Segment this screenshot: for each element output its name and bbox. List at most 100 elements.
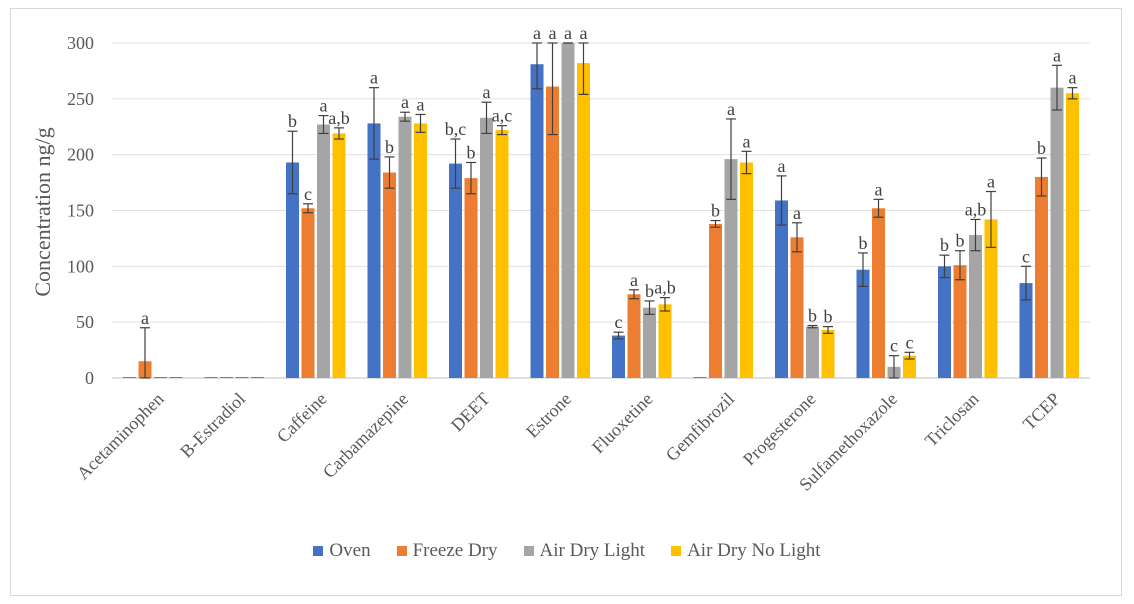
significance-label: a bbox=[141, 308, 149, 328]
bar bbox=[317, 124, 330, 379]
y-axis-title: Concentration ng/g bbox=[30, 127, 55, 296]
bar bbox=[398, 116, 412, 378]
category-label: Caffeine bbox=[273, 389, 331, 447]
significance-label: b bbox=[824, 307, 833, 327]
significance-label: b bbox=[288, 111, 297, 131]
legend-item: Air Dry No Light bbox=[671, 540, 821, 562]
significance-label: c bbox=[906, 332, 914, 352]
legend-item: Air Dry Light bbox=[523, 540, 646, 562]
gridlines bbox=[112, 42, 1090, 379]
legend-item: Oven bbox=[313, 540, 371, 562]
bar bbox=[872, 208, 885, 378]
significance-label: a bbox=[727, 99, 735, 119]
bar bbox=[286, 162, 299, 378]
significance-label: b bbox=[467, 142, 476, 162]
significance-label: a bbox=[1069, 68, 1077, 88]
bar bbox=[464, 178, 478, 378]
bar bbox=[1050, 87, 1064, 379]
bar bbox=[938, 266, 951, 378]
significance-label: a bbox=[580, 23, 588, 43]
significance-label: a bbox=[778, 156, 786, 176]
bar bbox=[658, 304, 672, 378]
bar bbox=[480, 117, 493, 379]
bar bbox=[724, 159, 738, 378]
legend-label: Air Dry No Light bbox=[687, 540, 821, 561]
bar bbox=[612, 335, 625, 378]
bar bbox=[577, 63, 590, 378]
significance-label: b bbox=[956, 231, 965, 251]
bar bbox=[1019, 283, 1033, 378]
significance-label: a,b bbox=[654, 278, 676, 298]
category-label: DEET bbox=[447, 389, 494, 436]
y-tick-label: 150 bbox=[67, 201, 94, 221]
y-tick-label: 50 bbox=[76, 312, 94, 332]
significance-label: c bbox=[615, 312, 623, 332]
category-label: Triclosan bbox=[921, 389, 983, 451]
significance-label: b bbox=[645, 281, 654, 301]
bar bbox=[1035, 177, 1048, 378]
significance-label: a bbox=[370, 68, 378, 88]
bar bbox=[383, 172, 396, 378]
significance-label: a,b bbox=[328, 108, 350, 128]
bar bbox=[790, 237, 804, 378]
significance-label: b bbox=[940, 235, 949, 255]
y-tick-label: 300 bbox=[67, 33, 94, 53]
y-tick-label: 200 bbox=[67, 145, 94, 165]
significance-label: c bbox=[890, 336, 898, 356]
bar bbox=[903, 355, 916, 378]
significance-label: b bbox=[385, 137, 394, 157]
legend-label: Air Dry Light bbox=[539, 540, 646, 561]
significance-label: a bbox=[793, 203, 801, 223]
legend-swatch bbox=[313, 546, 324, 556]
bar bbox=[449, 163, 462, 378]
significance-label: a bbox=[549, 23, 557, 43]
bar bbox=[953, 265, 967, 378]
significance-label: a,b bbox=[965, 199, 987, 219]
significance-label: b bbox=[711, 201, 720, 221]
category-label: Estrone bbox=[522, 389, 575, 442]
significance-label: a,c bbox=[492, 106, 512, 126]
bar bbox=[367, 123, 381, 379]
significance-label: a bbox=[630, 270, 638, 290]
significance-label: b bbox=[859, 233, 868, 253]
bar bbox=[984, 219, 998, 378]
legend-label: Freeze Dry bbox=[412, 540, 498, 561]
bar bbox=[806, 326, 819, 378]
significance-label: a bbox=[417, 94, 425, 114]
bar bbox=[1066, 93, 1079, 378]
bar bbox=[414, 123, 427, 379]
bar bbox=[301, 208, 315, 378]
y-tick-label: 100 bbox=[67, 256, 94, 276]
category-label: Carbamazepine bbox=[319, 389, 412, 482]
category-label: Acetaminophen bbox=[73, 389, 168, 484]
y-axis-ticks: 0 50 100 150 200 250 300 bbox=[67, 33, 94, 388]
bar bbox=[775, 200, 788, 378]
significance-label: a bbox=[483, 82, 491, 102]
y-tick-label: 250 bbox=[67, 89, 94, 109]
significance-label: a bbox=[401, 92, 409, 112]
bar bbox=[530, 64, 544, 378]
category-label: Progesterone bbox=[739, 389, 820, 470]
significance-label: a bbox=[1053, 45, 1061, 65]
significance-label: c bbox=[1022, 246, 1030, 266]
bar bbox=[969, 235, 982, 378]
significance-label: b bbox=[808, 306, 817, 326]
legend-swatch bbox=[671, 546, 682, 556]
bar bbox=[627, 294, 641, 378]
legend: Oven Freeze Dry Air Dry Light Air Dry No Li… bbox=[0, 540, 1134, 562]
bar bbox=[332, 133, 346, 378]
bar bbox=[495, 130, 509, 378]
bar bbox=[740, 162, 753, 378]
category-label: Gemfibrozil bbox=[662, 389, 738, 465]
bar bbox=[709, 223, 722, 378]
significance-label: a bbox=[564, 23, 572, 43]
significance-label: a bbox=[875, 179, 883, 199]
category-label: Fluoxetine bbox=[588, 389, 657, 458]
significance-label: c bbox=[304, 184, 312, 204]
bar bbox=[546, 86, 559, 379]
error-bars bbox=[123, 42, 1078, 379]
significance-label: b,c bbox=[445, 119, 467, 139]
legend-swatch bbox=[523, 546, 534, 556]
